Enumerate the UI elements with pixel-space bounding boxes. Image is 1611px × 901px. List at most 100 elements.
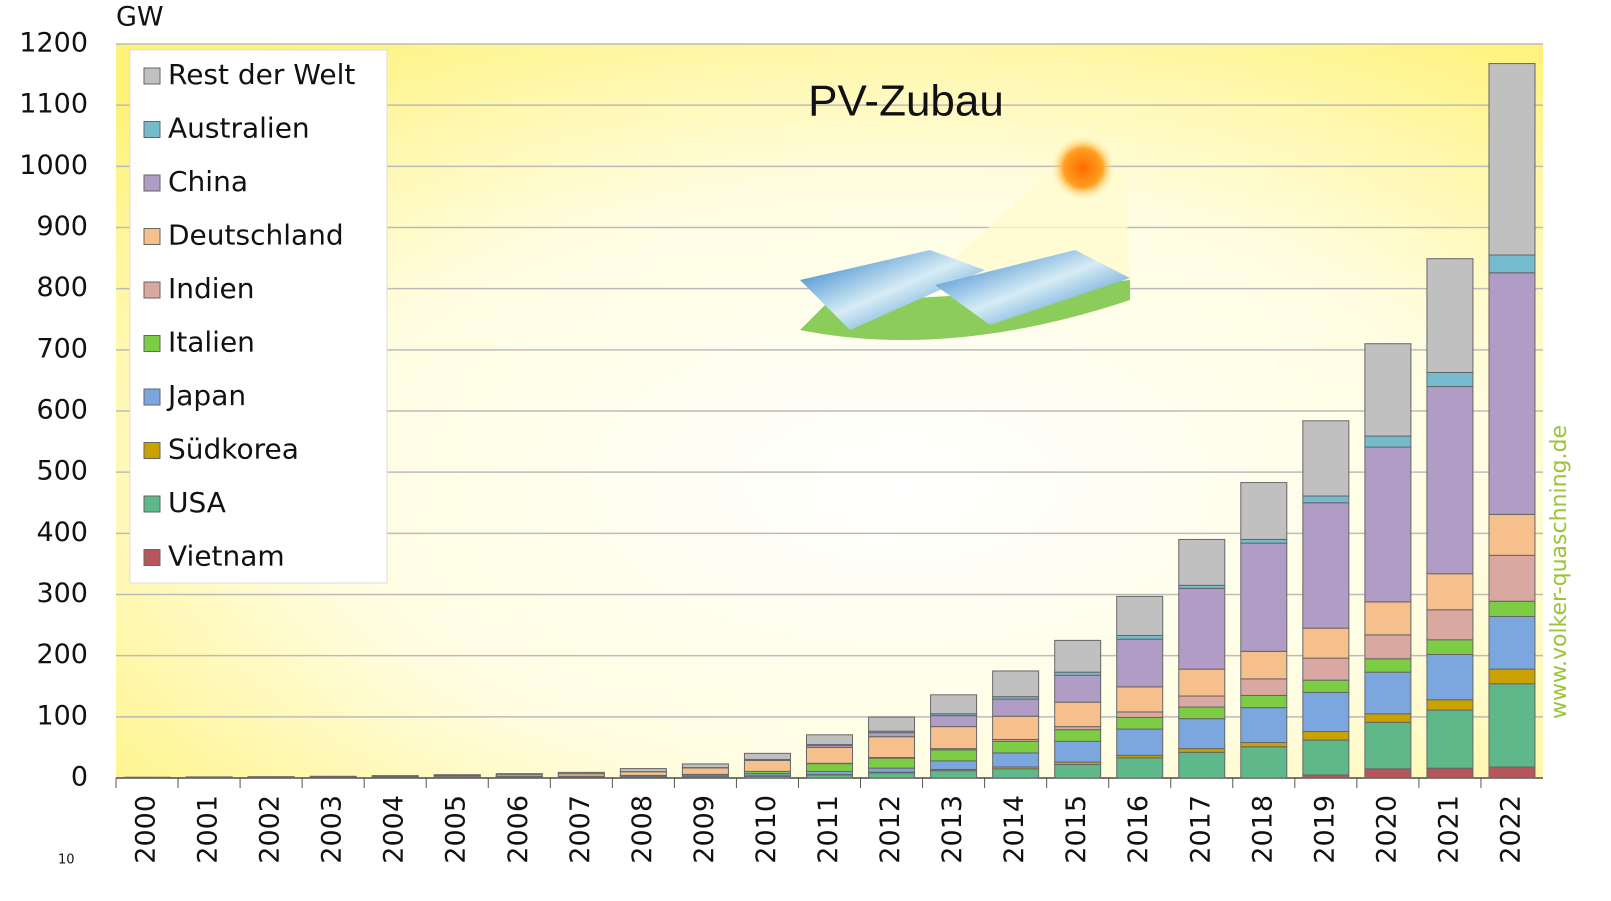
bar-segment <box>1489 601 1535 616</box>
bar-segment <box>869 733 915 737</box>
bar-segment <box>1489 255 1535 273</box>
y-tick-label: 1200 <box>19 28 88 59</box>
x-tick-label: 2008 <box>627 795 658 864</box>
chart-title: PV-Zubau <box>808 77 1004 126</box>
legend-label: China <box>168 165 248 198</box>
bar-segment <box>1489 767 1535 778</box>
bar-segment <box>1055 675 1101 702</box>
legend-swatch <box>144 496 160 512</box>
bar-segment <box>1427 574 1473 610</box>
legend-label: Indien <box>168 272 255 305</box>
bar-segment <box>1117 639 1163 687</box>
bar-segment <box>1241 539 1287 543</box>
bar-segment <box>1365 714 1411 723</box>
bar-segment <box>1365 436 1411 447</box>
bar-segment <box>1365 769 1411 778</box>
bar-segment <box>1117 712 1163 718</box>
bar-segment <box>931 750 977 761</box>
bar-segment <box>1055 702 1101 726</box>
bar-segment <box>1179 749 1225 753</box>
bar-segment <box>1365 672 1411 714</box>
bar-segment <box>558 772 604 773</box>
bar-segment <box>1365 344 1411 436</box>
bar-segment <box>1241 483 1287 540</box>
bar-segment <box>869 737 915 758</box>
bar-segment <box>807 747 853 763</box>
legend-swatch <box>144 175 160 191</box>
bar-segment <box>1117 635 1163 639</box>
bar-segment <box>1117 717 1163 729</box>
bar-segment <box>682 768 728 774</box>
x-tick-label: 2006 <box>503 795 534 864</box>
bar-segment <box>1117 758 1163 778</box>
bar-segment <box>1427 768 1473 778</box>
bar-segment <box>1303 740 1349 775</box>
bar-segment <box>931 771 977 778</box>
bar-segment <box>1241 679 1287 696</box>
bar-segment <box>1303 503 1349 628</box>
legend-label: Japan <box>166 379 246 412</box>
bar-segment <box>1365 447 1411 602</box>
legend-swatch <box>144 443 160 459</box>
x-tick-label: 2002 <box>255 795 286 864</box>
bar-segment <box>931 727 977 749</box>
bar-segment <box>620 772 666 776</box>
x-tick-label: 2004 <box>379 795 410 864</box>
legend-swatch <box>144 389 160 405</box>
x-tick-label: 2016 <box>1123 795 1154 864</box>
y-tick-label: 500 <box>36 456 88 487</box>
bar-segment <box>1303 628 1349 658</box>
bar-segment <box>1241 543 1287 651</box>
y-tick-label: 100 <box>36 700 88 731</box>
bar-segment <box>1489 273 1535 515</box>
bar-segment <box>1179 696 1225 707</box>
x-tick-label: 2011 <box>813 795 844 864</box>
y-tick-label: 800 <box>36 272 88 303</box>
y-tick-label: 700 <box>36 333 88 364</box>
bar-segment <box>372 776 418 777</box>
bar-segment <box>993 769 1039 778</box>
x-tick-label: 2000 <box>131 795 162 864</box>
y-tick-label: 200 <box>36 639 88 670</box>
bar-segment <box>869 768 915 772</box>
bar-segment <box>1489 555 1535 601</box>
page-number: 10 <box>58 853 75 868</box>
bar-segment <box>1117 729 1163 755</box>
bar-segment <box>931 695 977 714</box>
bar-segment <box>993 741 1039 753</box>
bar-segment <box>807 735 853 745</box>
legend-swatch <box>144 229 160 245</box>
x-tick-label: 2005 <box>441 795 472 864</box>
bar-segment <box>744 760 790 771</box>
bar-segment <box>248 777 294 778</box>
bar-segment <box>1427 610 1473 640</box>
bar-segment <box>1489 64 1535 255</box>
legend-swatch <box>144 122 160 138</box>
x-tick-label: 2014 <box>999 795 1030 864</box>
legend-label: Italien <box>168 326 255 359</box>
legend-label: Rest der Welt <box>168 58 355 91</box>
x-tick-label: 2019 <box>1309 795 1340 864</box>
legend-label: Südkorea <box>168 433 299 466</box>
x-tick-label: 2015 <box>1061 795 1092 864</box>
bar-segment <box>1365 722 1411 768</box>
bar-segment <box>1303 732 1349 741</box>
bar-segment <box>1241 747 1287 778</box>
chart: GW PV-Zubau www.volker-quaschning.de 10 … <box>0 0 1611 901</box>
bar-segment <box>1427 700 1473 710</box>
y-tick-label: 0 <box>71 762 88 793</box>
x-tick-label: 2009 <box>689 795 720 864</box>
bar-segment <box>1117 687 1163 712</box>
y-tick-label: 900 <box>36 211 88 242</box>
bar-segment <box>1365 659 1411 672</box>
y-axis-label: GW <box>116 2 164 33</box>
legend-swatch <box>144 282 160 298</box>
y-tick-label: 1100 <box>19 89 88 120</box>
bar-segment <box>1303 496 1349 503</box>
x-tick-label: 2007 <box>565 795 596 864</box>
bar-segment <box>1427 372 1473 386</box>
legend-label: Australien <box>168 112 310 145</box>
bar-segment <box>1427 710 1473 768</box>
bar-segment <box>1241 743 1287 747</box>
bar-segment <box>682 764 728 768</box>
